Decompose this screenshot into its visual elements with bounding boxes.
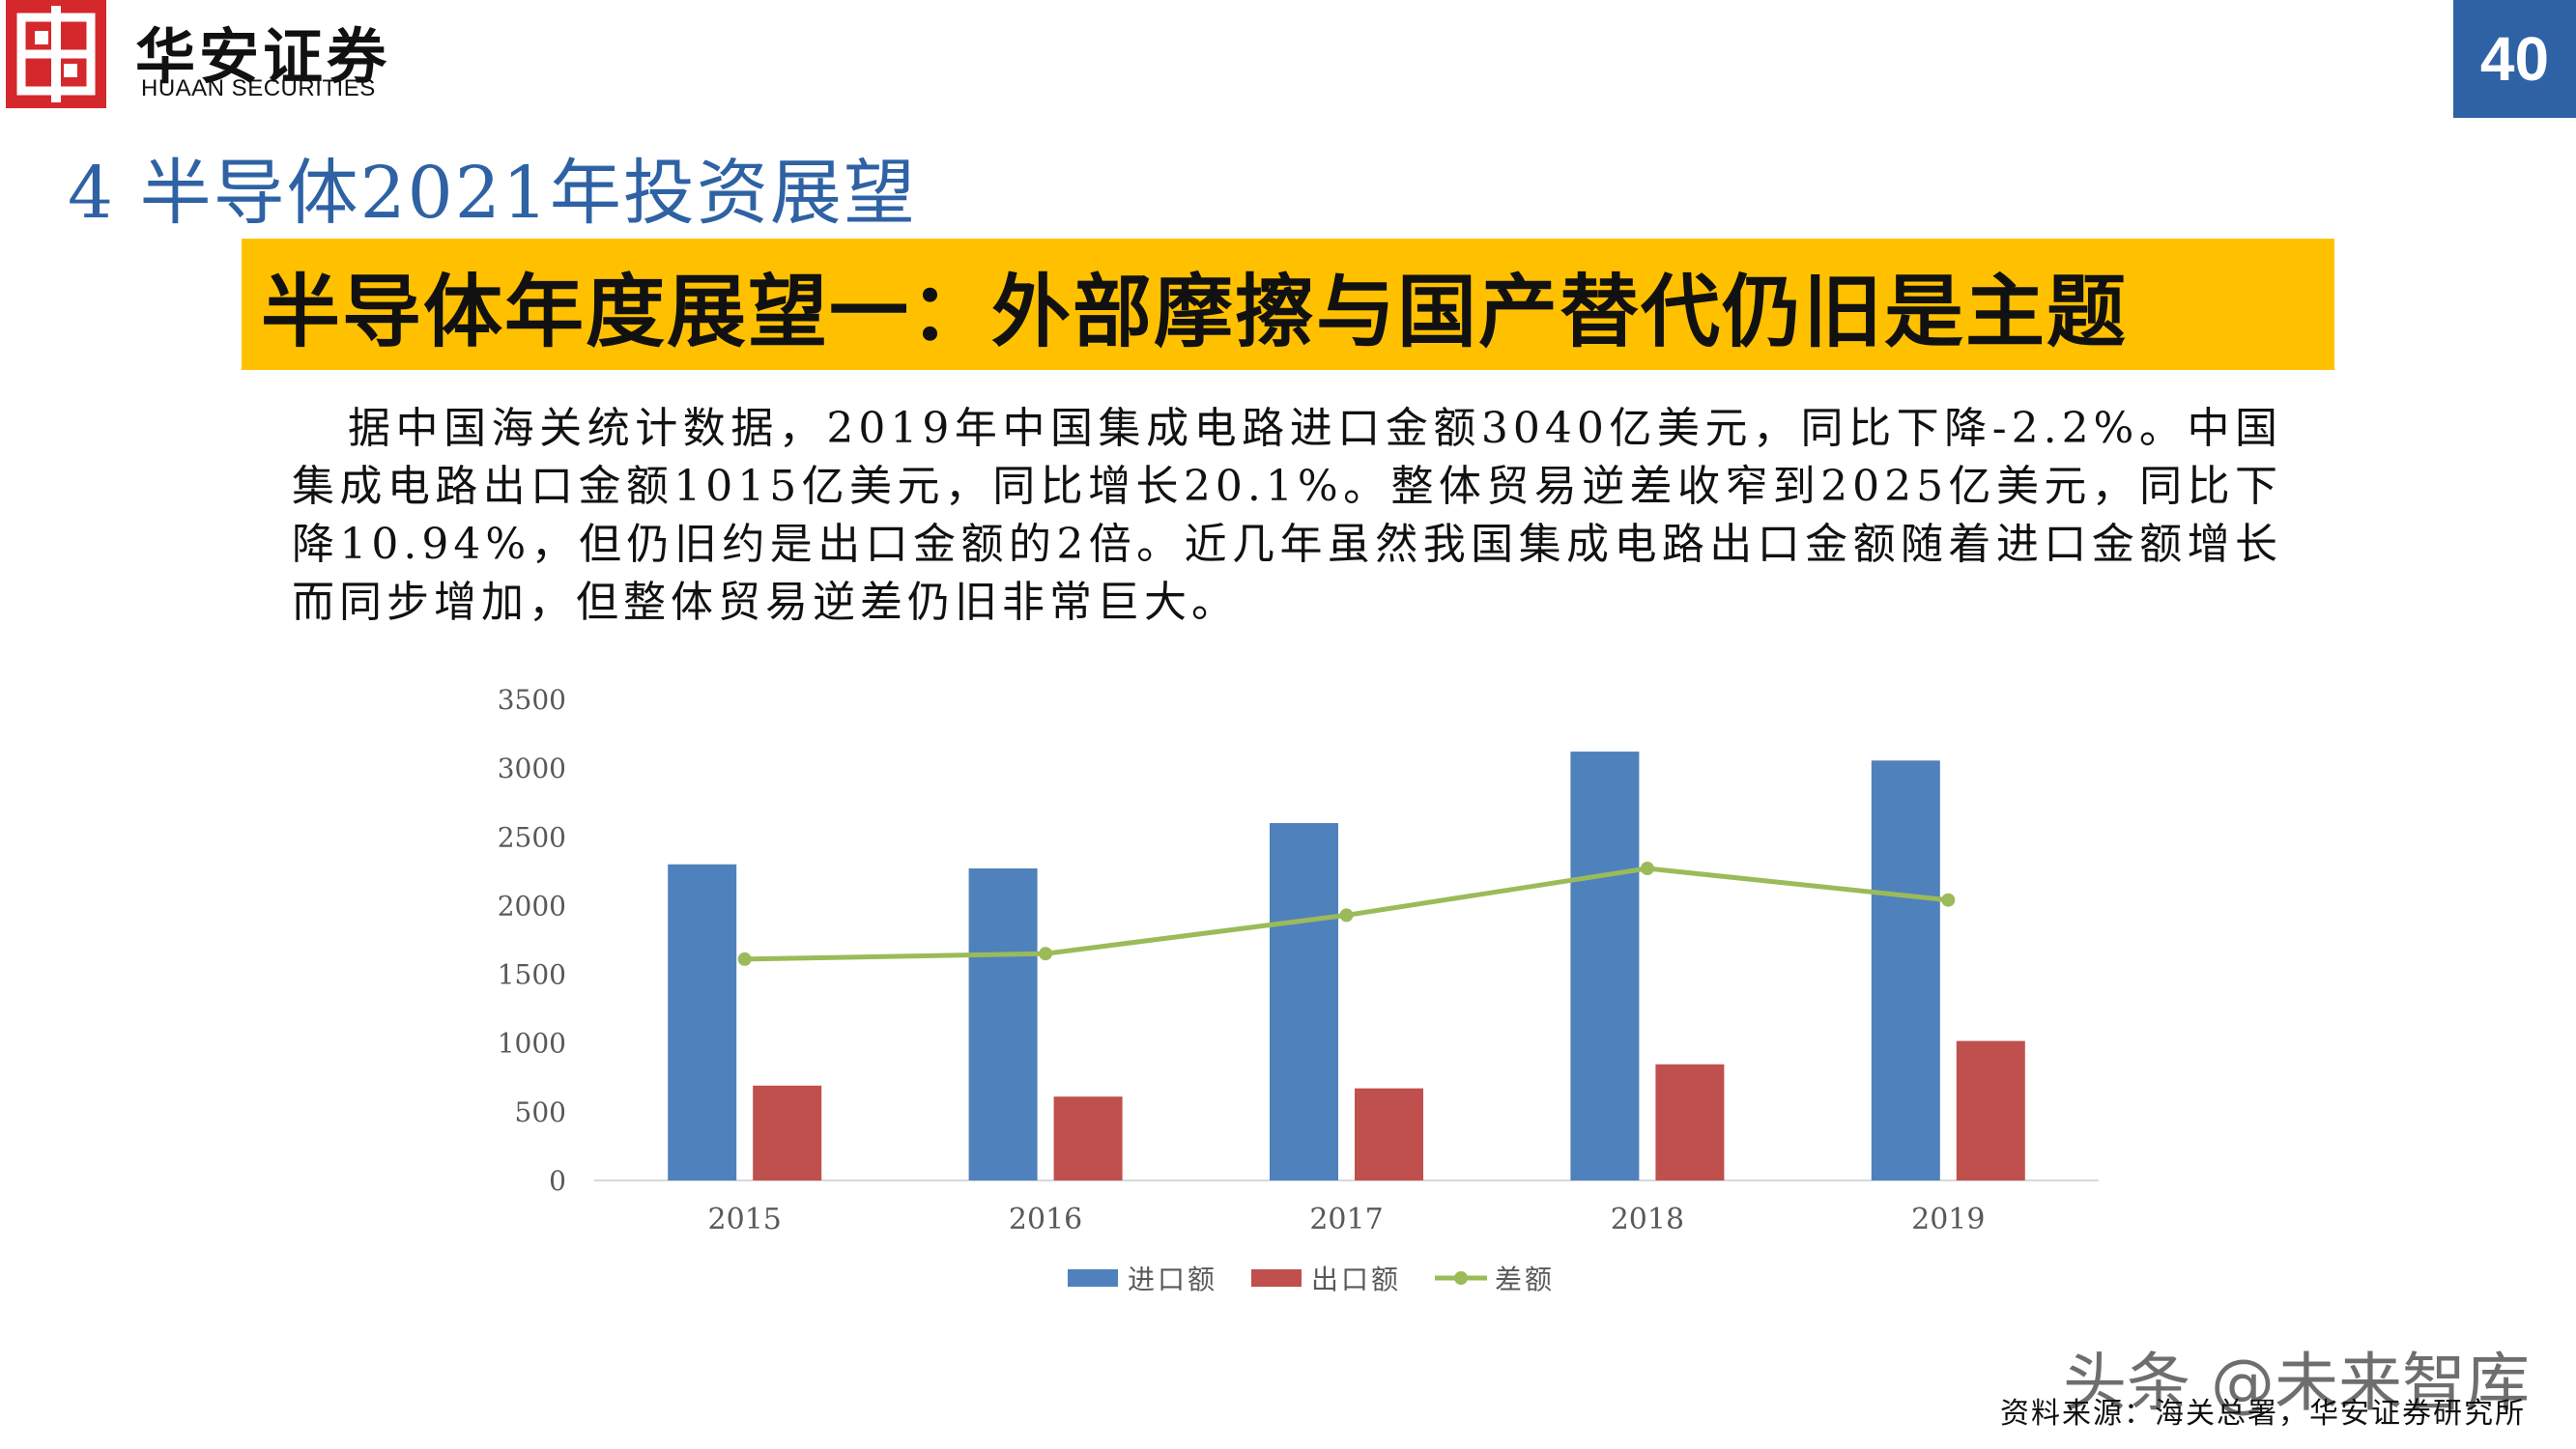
bar-export-2015 <box>753 1085 822 1180</box>
x-tick-label: 2018 <box>1611 1203 1684 1236</box>
headline-banner: 半导体年度展望一：外部摩擦与国产替代仍旧是主题 <box>242 239 2334 370</box>
company-logo <box>6 0 106 108</box>
y-tick-label: 2500 <box>498 821 566 853</box>
source-note: 资料来源：海关总署，华安证券研究所 <box>2000 1397 2526 1431</box>
bar-export-2016 <box>1053 1096 1123 1180</box>
legend-swatch-0 <box>1068 1269 1118 1287</box>
y-tick-label: 1500 <box>498 959 566 991</box>
y-tick-label: 3000 <box>498 753 566 784</box>
headline-text: 半导体年度展望一：外部摩擦与国产替代仍旧是主题 <box>261 266 2129 358</box>
bar-import-2018 <box>1570 752 1640 1180</box>
page-number: 40 <box>2453 0 2576 118</box>
x-tick-label: 2019 <box>1911 1203 1985 1236</box>
legend-label: 出口额 <box>1311 1264 1401 1295</box>
legend-swatch-marker <box>1454 1271 1468 1285</box>
bar-import-2016 <box>968 868 1038 1180</box>
y-tick-label: 1000 <box>498 1028 566 1060</box>
bar-export-2017 <box>1355 1088 1423 1180</box>
y-tick-label: 500 <box>515 1096 566 1128</box>
logo-emblem-icon <box>16 6 96 102</box>
x-tick-label: 2016 <box>1009 1203 1082 1236</box>
legend-label: 差额 <box>1495 1264 1555 1295</box>
legend-swatch-1 <box>1251 1269 1302 1287</box>
x-tick-label: 2015 <box>708 1203 782 1236</box>
y-tick-label: 3500 <box>498 684 566 716</box>
body-paragraph: 据中国海关统计数据，2019年中国集成电路进口金额3040亿美元，同比下降-2.… <box>292 404 2282 627</box>
bar-import-2015 <box>668 864 737 1180</box>
line-point-2016 <box>1039 947 1053 961</box>
line-point-2015 <box>737 952 752 966</box>
bar-import-2017 <box>1270 823 1338 1180</box>
bar-import-2019 <box>1871 760 1940 1180</box>
bar-export-2018 <box>1655 1064 1725 1180</box>
watermark: 头条 @未来智库 <box>2063 1346 2530 1420</box>
x-tick-label: 2017 <box>1309 1203 1383 1236</box>
y-tick-label: 0 <box>549 1165 566 1197</box>
line-point-2018 <box>1640 862 1654 876</box>
legend-label: 进口额 <box>1128 1264 1217 1295</box>
logo-english-name: HUAAN SECURITIES <box>141 75 376 101</box>
bar-export-2019 <box>1956 1040 2025 1180</box>
section-title: 4 半导体2021年投资展望 <box>68 152 917 235</box>
logo-chinese-name: 华安证券 <box>135 21 391 92</box>
line-point-2019 <box>1941 893 1956 907</box>
line-point-2017 <box>1339 908 1354 923</box>
y-tick-label: 2000 <box>498 890 566 922</box>
